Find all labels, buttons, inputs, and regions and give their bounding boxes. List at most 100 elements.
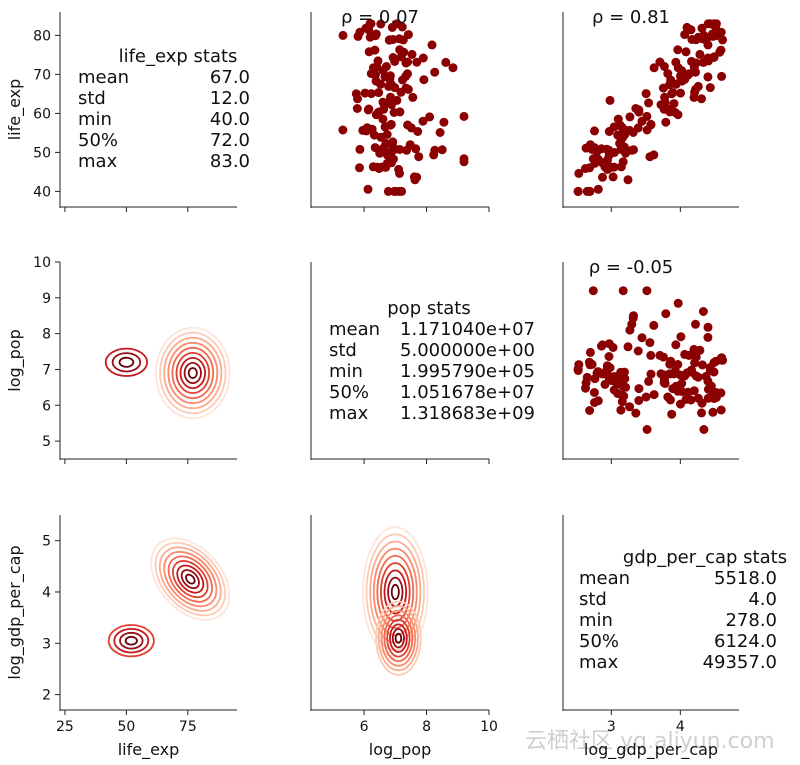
scatter-point bbox=[584, 186, 594, 196]
scatter-point bbox=[395, 107, 405, 117]
x-axis-label: log_pop bbox=[369, 740, 432, 760]
x-tick-label: 4 bbox=[676, 719, 685, 735]
scatter-point bbox=[697, 23, 707, 33]
scatter-point bbox=[641, 89, 651, 99]
kde-contour bbox=[104, 347, 148, 377]
scatter-point bbox=[385, 35, 395, 45]
scatter-point bbox=[418, 116, 428, 126]
scatter-point bbox=[430, 67, 440, 77]
scatter-point bbox=[429, 150, 439, 160]
scatter-point bbox=[609, 376, 619, 386]
stats-label: max bbox=[579, 652, 619, 673]
scatter-point bbox=[677, 76, 687, 86]
scatter-point bbox=[656, 100, 666, 110]
y-tick-label: 6 bbox=[42, 398, 51, 414]
scatter-point bbox=[703, 376, 713, 386]
y-tick-label: 7 bbox=[42, 362, 51, 378]
scatter-point bbox=[338, 30, 348, 40]
scatter-point bbox=[397, 22, 407, 32]
scatter-point bbox=[394, 34, 404, 44]
scatter-point bbox=[665, 369, 675, 379]
stats-value: 83.0 bbox=[210, 151, 250, 172]
scatter-point bbox=[459, 154, 469, 164]
scatter-point bbox=[355, 163, 364, 173]
scatter-point bbox=[381, 162, 391, 172]
scatter-point bbox=[581, 164, 590, 173]
scatter-point bbox=[394, 164, 404, 174]
kde-contour bbox=[154, 541, 226, 617]
scatter-point bbox=[587, 145, 597, 154]
scatter-point bbox=[676, 88, 685, 98]
scatter-point bbox=[655, 57, 665, 67]
y-tick-label: 80 bbox=[33, 28, 51, 44]
scatter-point bbox=[621, 382, 631, 392]
y-tick-label: 50 bbox=[33, 145, 51, 161]
correlation-label: ρ = 0.07 bbox=[341, 7, 419, 28]
scatter-point bbox=[602, 361, 612, 371]
scatter-point bbox=[574, 168, 584, 178]
scatter-point bbox=[642, 111, 652, 121]
stats-value: 67.0 bbox=[210, 67, 250, 88]
scatter-point bbox=[673, 45, 683, 55]
scatter-point bbox=[403, 57, 413, 67]
scatter-point bbox=[397, 186, 407, 196]
scatter-point bbox=[605, 95, 615, 105]
scatter-point bbox=[375, 148, 385, 158]
scatter-point bbox=[673, 110, 683, 120]
scatter-point bbox=[427, 40, 437, 50]
stats-label: min bbox=[329, 361, 363, 382]
scatter-point bbox=[625, 402, 635, 412]
stats-label: max bbox=[329, 403, 369, 424]
scatter-point bbox=[387, 22, 397, 32]
scatter-point bbox=[711, 356, 721, 366]
scatter-point bbox=[401, 83, 411, 93]
scatter-point bbox=[363, 184, 373, 194]
scatter-point bbox=[437, 145, 447, 155]
x-tick-label: 10 bbox=[480, 719, 498, 735]
scatter-point bbox=[412, 57, 422, 67]
scatter-point bbox=[602, 164, 612, 174]
scatter-point bbox=[717, 71, 727, 81]
kde-contour bbox=[369, 540, 422, 644]
scatter-point bbox=[703, 332, 713, 342]
kde-contour bbox=[179, 356, 207, 389]
kde-contour bbox=[163, 336, 223, 410]
scatter-point bbox=[645, 338, 655, 348]
y-tick-label: 9 bbox=[42, 291, 51, 307]
scatter-point bbox=[369, 130, 379, 140]
scatter-point bbox=[649, 390, 659, 400]
y-tick-label: 2 bbox=[42, 688, 51, 704]
x-axis-label: life_exp bbox=[118, 740, 180, 760]
scatter-point bbox=[698, 307, 708, 316]
scatter-point bbox=[637, 333, 647, 343]
x-tick-label: 8 bbox=[422, 719, 431, 735]
scatter-point bbox=[680, 349, 690, 359]
x-tick-label: 3 bbox=[607, 719, 616, 735]
kde-contour bbox=[171, 346, 215, 400]
kde-contour bbox=[175, 351, 210, 394]
scatter-point bbox=[666, 75, 676, 85]
stats-label: 50% bbox=[329, 382, 369, 403]
panel-life_exp-vs-log_gdp_per_cap: ρ = 0.81 bbox=[562, 7, 739, 212]
panel-log_pop-vs-log_gdp_per_cap: ρ = -0.05 bbox=[562, 257, 739, 464]
scatter-point bbox=[380, 72, 390, 82]
scatter-point bbox=[371, 29, 381, 39]
scatter-point bbox=[585, 347, 595, 357]
scatter-point bbox=[425, 112, 435, 122]
kde-contour bbox=[167, 341, 219, 405]
scatter-point bbox=[697, 398, 707, 408]
kde-contour bbox=[386, 618, 411, 658]
scatter-point bbox=[649, 63, 659, 73]
scatter-point bbox=[691, 84, 700, 94]
scatter-point bbox=[649, 150, 659, 160]
scatter-point bbox=[703, 40, 713, 50]
stats-value: 1.995790e+05 bbox=[400, 361, 535, 382]
scatter-point bbox=[716, 405, 726, 415]
kde-contour bbox=[394, 632, 403, 644]
scatter-point bbox=[411, 144, 421, 154]
kde-contour bbox=[383, 569, 408, 615]
y-tick-label: 8 bbox=[42, 327, 51, 343]
y-tick-label: 5 bbox=[42, 434, 51, 450]
stats-label: max bbox=[78, 151, 118, 172]
stats-value: 40.0 bbox=[210, 109, 250, 130]
